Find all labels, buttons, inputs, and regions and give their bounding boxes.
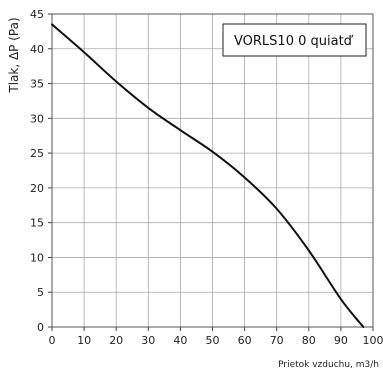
y-tick-label: 45 xyxy=(30,8,44,21)
x-tick-label: 20 xyxy=(109,334,123,347)
y-tick-label: 5 xyxy=(37,286,44,299)
series-layer xyxy=(51,23,365,328)
y-tick-label: 15 xyxy=(30,217,44,230)
y-tick-label: 20 xyxy=(30,182,44,195)
x-tick-label: 10 xyxy=(77,334,91,347)
y-tick-label: 10 xyxy=(30,251,44,264)
x-tick-label: 0 xyxy=(49,334,56,347)
x-axis-label: Prietok vzduchu, m3/h xyxy=(278,360,379,370)
tick-labels: 0 10 20 30 40 50 60 70 80 90 100 0 5 10 15 20 25 30 35 40 45 xyxy=(30,8,383,347)
series-line xyxy=(51,23,365,328)
legend-entry-label: VORLS10 0 quiatď xyxy=(234,34,354,49)
x-tick-label: 40 xyxy=(173,334,187,347)
y-tick-label: 30 xyxy=(30,112,44,125)
x-tick-label: 30 xyxy=(141,334,155,347)
y-tick-label: 0 xyxy=(37,321,44,334)
x-tick-label: 80 xyxy=(302,334,316,347)
x-tick-label: 100 xyxy=(363,334,383,347)
legend-box xyxy=(222,23,367,57)
plot-frame xyxy=(51,13,374,328)
legend: VORLS10 0 quiatď xyxy=(222,23,367,57)
y-tick-label: 25 xyxy=(30,147,44,160)
x-tick-label: 60 xyxy=(238,334,252,347)
x-tick-label: 70 xyxy=(270,334,284,347)
y-axis-label: Tlak, ΔP (Pa) xyxy=(7,17,21,93)
x-tick-label: 50 xyxy=(206,334,220,347)
y-tick-label: 35 xyxy=(30,78,44,91)
y-tick-label: 40 xyxy=(30,43,44,56)
x-tick-label: 90 xyxy=(334,334,348,347)
